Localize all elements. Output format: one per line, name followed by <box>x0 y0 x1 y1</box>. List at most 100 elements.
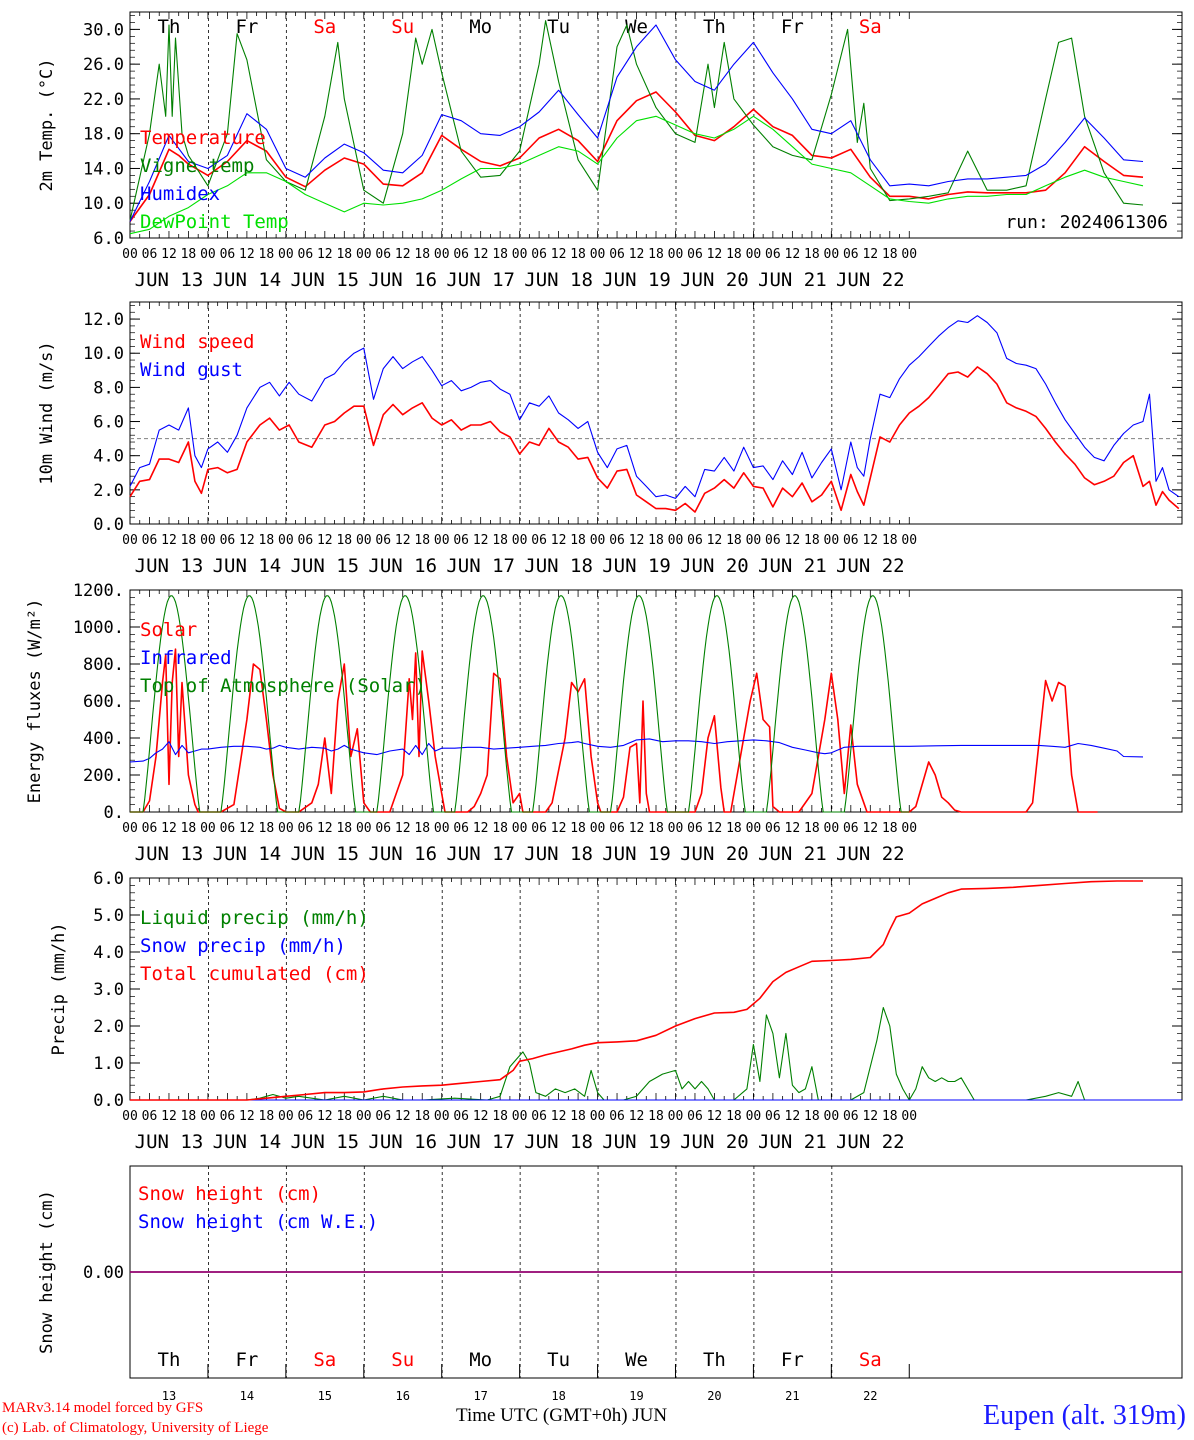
hour-tick-label: 12 <box>473 1109 489 1124</box>
hour-tick-label: 00 <box>668 821 684 836</box>
y-axis-label: 2m Temp. (°C) <box>37 58 57 191</box>
weekday-label: Th <box>158 1349 181 1371</box>
weekday-label: Mo <box>469 16 492 38</box>
y-tick-label: 200. <box>83 766 124 786</box>
hour-tick-label: 00 <box>200 247 216 262</box>
hour-tick-label: 12 <box>551 533 567 548</box>
hour-tick-label: 12 <box>707 247 723 262</box>
date-label: JUN 13 <box>135 843 204 865</box>
hour-tick-label: 06 <box>375 247 391 262</box>
hour-tick-label: 06 <box>843 247 859 262</box>
hour-tick-label: 06 <box>687 533 703 548</box>
hour-tick-label: 06 <box>220 247 236 262</box>
hour-tick-label: 18 <box>414 533 430 548</box>
hour-tick-label: 12 <box>629 533 645 548</box>
hour-tick-label: 18 <box>492 1109 508 1124</box>
series-line <box>129 366 1180 513</box>
hour-tick-label: 00 <box>434 533 450 548</box>
y-tick-label: 8.0 <box>93 378 124 398</box>
hour-tick-label: 12 <box>551 1109 567 1124</box>
date-label: JUN 21 <box>758 843 827 865</box>
date-label: JUN 16 <box>368 843 437 865</box>
model-credit: MARv3.14 model forced by GFS <box>2 1400 204 1416</box>
hour-tick-label: 06 <box>687 821 703 836</box>
hour-tick-label: 00 <box>278 1109 294 1124</box>
y-tick-label: 1.0 <box>93 1054 124 1074</box>
hour-tick-label: 00 <box>200 1109 216 1124</box>
hour-tick-label: 00 <box>746 533 762 548</box>
hour-tick-label: 18 <box>336 821 352 836</box>
hour-tick-label: 00 <box>824 821 840 836</box>
y-tick-label: 1200. <box>73 581 124 601</box>
time-axis-label: Time UTC (GMT+0h) JUN <box>456 1405 668 1426</box>
hour-tick-label: 18 <box>648 821 664 836</box>
hour-tick-label: 18 <box>414 1109 430 1124</box>
hour-tick-label: 18 <box>181 247 197 262</box>
hour-tick-label: 00 <box>512 247 528 262</box>
y-tick-label: 4.0 <box>93 943 124 963</box>
chart-panel-2: 00 06 12 18 00 06 12 18 00 06 12 18 00 06 12 18 00 06 12 18… <box>37 301 1183 577</box>
legend-entry: Vigne temp <box>140 155 254 177</box>
weekday-label: Sa <box>859 16 882 38</box>
hour-tick-label: 00 <box>356 1109 372 1124</box>
hour-tick-label: 00 <box>200 533 216 548</box>
legend-entry: Wind gust <box>140 359 243 381</box>
hour-tick-label: 12 <box>395 1109 411 1124</box>
chart-panel-5: 13 14 15 16 17 18 19 20 21 22 Th Fr Sa Su Mo Tu We Th Fr Sa… <box>37 1165 1183 1403</box>
hour-tick-label: 06 <box>687 247 703 262</box>
panel-frame <box>129 11 1183 239</box>
hour-tick-label: 18 <box>570 247 586 262</box>
date-label: JUN 22 <box>836 843 905 865</box>
hour-tick-label: 06 <box>298 1109 314 1124</box>
hour-tick-label: 18 <box>804 533 820 548</box>
legend-entry: Infrared <box>140 647 232 669</box>
hour-tick-label: 12 <box>239 821 255 836</box>
hour-tick-label: 12 <box>161 1109 177 1124</box>
series-line <box>129 315 1180 499</box>
date-label: JUN 20 <box>680 555 749 577</box>
y-tick-label: 2.0 <box>93 481 124 501</box>
hour-tick-label: 12 <box>785 1109 801 1124</box>
hour-tick-label: 18 <box>648 533 664 548</box>
legend-entry: Liquid precip (mm/h) <box>140 907 369 929</box>
hour-tick-label: 12 <box>785 821 801 836</box>
y-tick-label: 6.0 <box>93 413 124 433</box>
hour-tick-label: 00 <box>512 533 528 548</box>
hour-tick-label: 00 <box>901 247 917 262</box>
hour-tick-label: 12 <box>551 247 567 262</box>
hour-tick-label: 12 <box>239 533 255 548</box>
date-label: JUN 18 <box>524 843 593 865</box>
series-line <box>129 115 1144 235</box>
date-label: JUN 20 <box>680 269 749 291</box>
hour-tick-label: 00 <box>668 1109 684 1124</box>
hour-tick-label: 18 <box>259 533 275 548</box>
hour-tick-label: 12 <box>785 533 801 548</box>
hour-tick-label: 18 <box>570 1109 586 1124</box>
weekday-label: We <box>625 16 648 38</box>
hour-tick-label: 12 <box>629 821 645 836</box>
date-label: JUN 19 <box>602 269 671 291</box>
hour-tick-label: 06 <box>142 247 158 262</box>
hour-tick-label: 06 <box>375 1109 391 1124</box>
legend-entry: Wind speed <box>140 331 254 353</box>
y-tick-label: 26.0 <box>83 55 124 75</box>
hour-tick-label: 06 <box>765 533 781 548</box>
hour-tick-label: 18 <box>726 821 742 836</box>
hour-tick-label: 18 <box>882 1109 898 1124</box>
hour-tick-label: 06 <box>298 247 314 262</box>
series-line <box>130 595 910 813</box>
hour-tick-label: 00 <box>356 533 372 548</box>
hour-tick-label: 18 <box>570 533 586 548</box>
date-label: JUN 19 <box>602 1131 671 1153</box>
hour-tick-label: 06 <box>609 821 625 836</box>
hour-tick-label: 12 <box>395 533 411 548</box>
y-tick-label: 10.0 <box>83 344 124 364</box>
hour-tick-label: 06 <box>453 821 469 836</box>
hour-tick-label: 18 <box>804 1109 820 1124</box>
chart-panel-4: 00 06 12 18 00 06 12 18 00 06 12 18 00 06 12 18 00 06 12 18… <box>49 869 1183 1153</box>
date-label: JUN 21 <box>758 1131 827 1153</box>
hour-tick-label: 00 <box>512 1109 528 1124</box>
date-label: JUN 18 <box>524 269 593 291</box>
legend-entry: Top of Atmosphere (Solar) <box>140 675 426 697</box>
